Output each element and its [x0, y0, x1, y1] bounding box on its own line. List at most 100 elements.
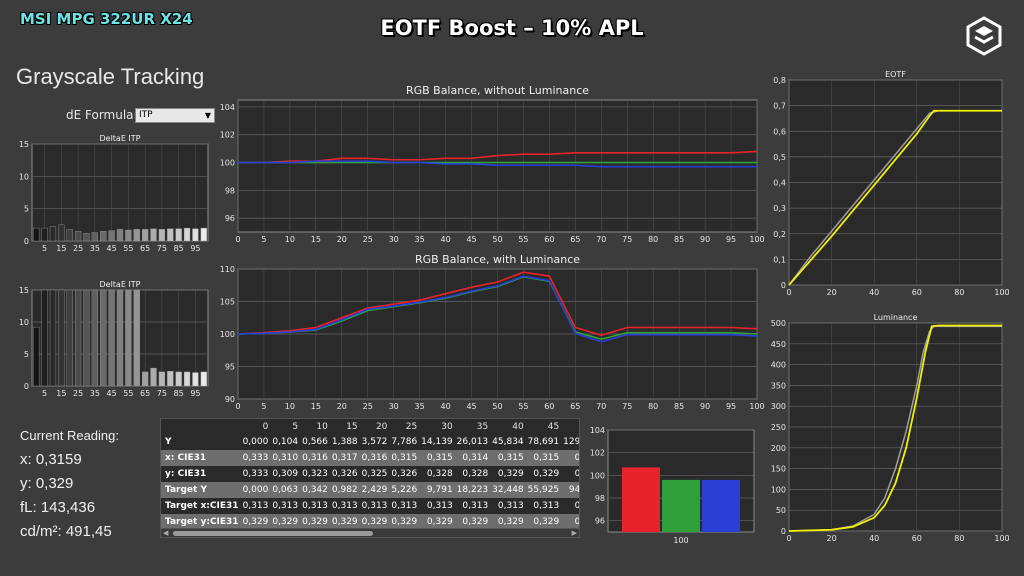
x-tick-label: 80 [954, 534, 964, 543]
logo-icon [966, 16, 1002, 56]
table-cell: 7,786 [389, 434, 420, 450]
y-tick-label: 50 [776, 506, 786, 515]
table-cell: 0,325 [359, 466, 390, 482]
y-tick-label: 0,2 [773, 230, 786, 239]
x-tick-label: 0 [235, 402, 240, 411]
table-column-header: 15 [346, 421, 358, 432]
table-cell: 0,316 [359, 450, 390, 466]
table-cell: 0,313 [270, 498, 301, 514]
x-tick-label: 50 [492, 235, 502, 244]
x-tick-label: 80 [648, 402, 658, 411]
table-cell: 0,329 [490, 514, 526, 530]
bar [33, 326, 40, 387]
table-cell: 0,326 [329, 466, 360, 482]
bar [158, 229, 166, 242]
x-tick-label: 20 [827, 288, 837, 297]
de-formula-select[interactable]: ITP ▼ [135, 108, 215, 123]
x-tick-label: 40 [441, 235, 451, 244]
x-tick-label: 85 [674, 402, 684, 411]
table-cell: 32,448 [490, 482, 526, 498]
table-cell: 0,063 [270, 482, 301, 498]
y-tick-label: 15 [19, 140, 29, 149]
x-tick-label: 15 [311, 402, 321, 411]
current-reading: Current Reading: x: 0,3159 y: 0,329 fL: … [20, 428, 119, 547]
table-cell: 9,791 [419, 482, 455, 498]
table-row: y: CIE31 0,333 0,309 0,323 0,326 0,325 0,326 0,… [161, 466, 579, 482]
table-cell: 0,333 [240, 450, 271, 466]
scroll-left-icon[interactable]: ◀ [163, 529, 169, 537]
x-tick-label: 20 [827, 534, 837, 543]
x-tick-label: 100 [994, 288, 1009, 297]
table-column-header: 30 [441, 421, 453, 432]
x-tick-label: 65 [140, 389, 150, 398]
table-cell: 0,329 [490, 466, 526, 482]
bar [100, 289, 107, 387]
x-tick-label: 15 [56, 389, 66, 398]
y-tick-label: 200 [771, 444, 786, 453]
table-cell: 0,315 [490, 450, 526, 466]
table-cell: 0,329 [525, 514, 562, 530]
table-cell: 0,329 [240, 514, 271, 530]
bar [192, 372, 199, 387]
y-tick-label: 350 [771, 381, 786, 390]
table-cell: 0,310 [270, 450, 301, 466]
scroll-right-icon[interactable]: ▶ [571, 529, 577, 537]
bar [116, 229, 124, 242]
bar [116, 289, 124, 387]
main-title: EOTF Boost – 10% APL [380, 16, 644, 40]
bar [74, 231, 82, 242]
table-scrollbar[interactable]: ◀ ▶ [161, 528, 579, 537]
y-tick-label: 110 [220, 265, 235, 274]
table-cell: 0,329 [454, 514, 491, 530]
x-tick-label: 90 [700, 402, 710, 411]
y-tick-label: 10 [19, 172, 29, 181]
x-tick-label: 25 [363, 235, 373, 244]
table-cell: 18,223 [454, 482, 491, 498]
bar [66, 289, 73, 387]
table-cell: 0,313 [419, 498, 455, 514]
table-cell: 0,313 [454, 498, 491, 514]
x-tick-label: 25 [73, 244, 83, 253]
y-tick-label: 0 [781, 527, 786, 536]
y-tick-label: 100 [590, 471, 605, 480]
bar-red [622, 467, 660, 532]
chart-title: RGB Balance, with Luminance [415, 253, 580, 266]
x-tick-label: 35 [90, 244, 100, 253]
x-tick-label: 55 [123, 389, 133, 398]
x-tick-label: 95 [726, 402, 736, 411]
y-tick-label: 0,5 [773, 153, 786, 162]
bar [142, 371, 149, 387]
table-cell: 0,314 [454, 450, 491, 466]
y-tick-label: 0,6 [773, 127, 786, 136]
x-tick-label: 40 [441, 402, 451, 411]
x-tick-label: 30 [389, 235, 399, 244]
bar [167, 228, 174, 242]
x-tick-label: 85 [174, 389, 184, 398]
table-column-header: 40 [512, 421, 524, 432]
series-line-red [238, 150, 758, 164]
x-tick-label: 35 [415, 235, 425, 244]
x-tick-label: 100 [673, 536, 688, 545]
bar [58, 289, 65, 387]
table-cell: 94,075 [561, 482, 579, 498]
x-tick-label: 75 [622, 402, 632, 411]
y-tick-label: 10 [19, 318, 29, 327]
table-column-header: 20 [375, 421, 388, 432]
y-tick-label: 400 [771, 361, 786, 370]
bar [192, 228, 199, 242]
y-tick-label: 90 [225, 395, 235, 404]
bar [74, 289, 82, 387]
x-tick-label: 5 [261, 402, 266, 411]
bar [83, 289, 90, 387]
scrollbar-thumb[interactable] [173, 531, 373, 536]
reading-cdm2: cd/m²: 491,45 [20, 523, 112, 540]
table-column-header: 5 [292, 421, 299, 432]
x-tick-label: 5 [42, 244, 47, 253]
table-cell: 78,691 [525, 434, 562, 450]
y-tick-label: 98 [225, 186, 235, 195]
x-tick-label: 65 [570, 402, 580, 411]
chart-title: Luminance [874, 313, 918, 322]
table-row: Target Y 0,000 0,063 0,342 0,982 2,429 5,226 9,… [161, 482, 579, 498]
